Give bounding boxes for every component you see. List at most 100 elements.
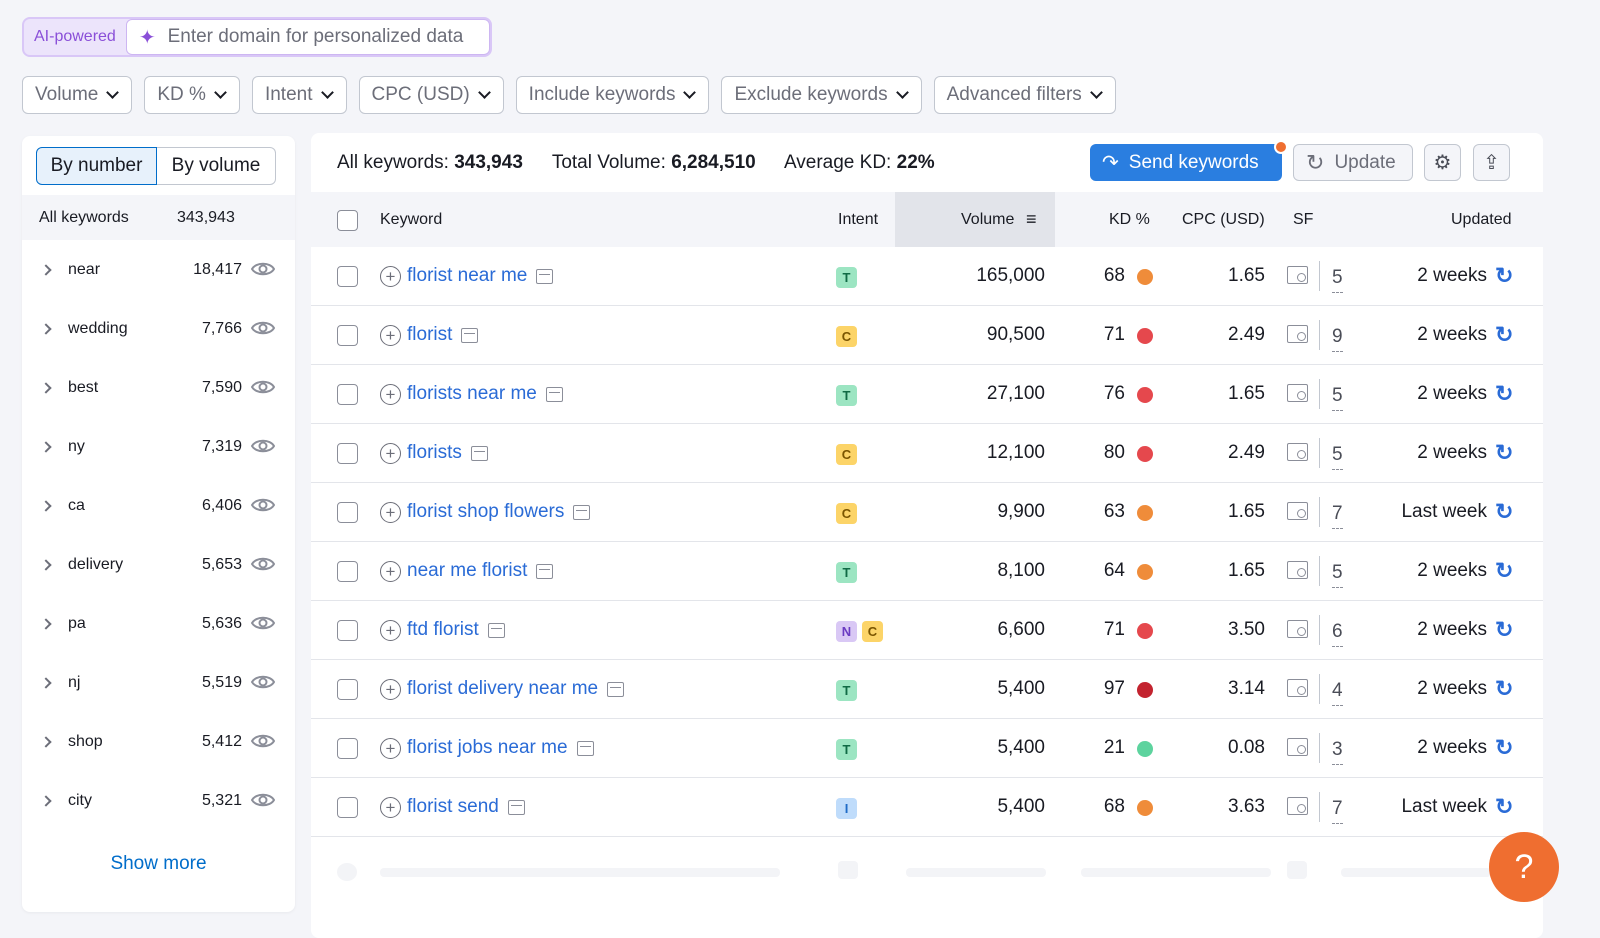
eye-icon[interactable] [251, 437, 275, 455]
eye-icon[interactable] [251, 555, 275, 573]
serp-features-count[interactable]: 7 [1332, 798, 1343, 824]
eye-icon[interactable] [251, 791, 275, 809]
serp-preview-icon[interactable] [573, 504, 591, 520]
refresh-icon[interactable]: ↻ [1495, 617, 1514, 642]
group-item-city[interactable]: city 5,321 [22, 771, 295, 830]
group-item-near[interactable]: near 18,417 [22, 240, 295, 299]
chevron-right-icon[interactable] [40, 322, 52, 335]
serp-features-icon[interactable] [1287, 325, 1308, 343]
show-more-link[interactable]: Show more [110, 853, 207, 874]
keyword-link[interactable]: florist near me [407, 265, 528, 286]
keyword-link[interactable]: florist shop flowers [407, 501, 565, 522]
send-keywords-button[interactable]: ↷ Send keywords [1090, 140, 1288, 181]
serp-preview-icon[interactable] [607, 681, 625, 697]
serp-features-count[interactable]: 7 [1332, 503, 1343, 529]
add-to-list-icon[interactable]: + [380, 738, 401, 759]
refresh-icon[interactable]: ↻ [1495, 263, 1514, 288]
keyword-link[interactable]: florist delivery near me [407, 678, 599, 699]
eye-icon[interactable] [251, 614, 275, 632]
serp-features-count[interactable]: 6 [1332, 621, 1343, 647]
sort-desc-icon[interactable]: ≡ [1026, 209, 1037, 229]
serp-preview-icon[interactable] [576, 740, 594, 756]
serp-preview-icon[interactable] [507, 799, 525, 815]
chevron-right-icon[interactable] [40, 794, 52, 807]
keyword-link[interactable]: florist jobs near me [407, 737, 568, 758]
serp-features-icon[interactable] [1287, 738, 1308, 756]
row-checkbox[interactable] [337, 266, 358, 287]
add-to-list-icon[interactable]: + [380, 797, 401, 818]
group-item-nj[interactable]: nj 5,519 [22, 653, 295, 712]
update-button[interactable]: ↻ Update [1293, 144, 1413, 181]
serp-features-count[interactable]: 9 [1332, 326, 1343, 352]
serp-features-count[interactable]: 3 [1332, 739, 1343, 765]
serp-features-icon[interactable] [1287, 797, 1308, 815]
serp-preview-icon[interactable] [536, 268, 554, 284]
chevron-right-icon[interactable] [40, 499, 52, 512]
keyword-link[interactable]: florists [407, 442, 462, 463]
serp-features-icon[interactable] [1287, 384, 1308, 402]
serp-features-icon[interactable] [1287, 620, 1308, 638]
by-number-button[interactable]: By number [36, 147, 157, 185]
row-checkbox[interactable] [337, 384, 358, 405]
serp-features-count[interactable]: 5 [1332, 385, 1343, 411]
serp-features-count[interactable]: 4 [1332, 680, 1343, 706]
add-to-list-icon[interactable]: + [380, 325, 401, 346]
col-volume[interactable]: Volume [961, 211, 1015, 228]
group-item-delivery[interactable]: delivery 5,653 [22, 535, 295, 594]
serp-preview-icon[interactable] [487, 622, 505, 638]
col-updated[interactable]: Updated [1451, 211, 1512, 228]
refresh-icon[interactable]: ↻ [1495, 558, 1514, 583]
add-to-list-icon[interactable]: + [380, 443, 401, 464]
filter-advanced[interactable]: Advanced filters [933, 76, 1116, 114]
row-checkbox[interactable] [337, 797, 358, 818]
eye-icon[interactable] [251, 732, 275, 750]
serp-preview-icon[interactable] [470, 445, 488, 461]
group-item-ny[interactable]: ny 7,319 [22, 417, 295, 476]
add-to-list-icon[interactable]: + [380, 561, 401, 582]
group-item-wedding[interactable]: wedding 7,766 [22, 299, 295, 358]
col-cpc[interactable]: CPC (USD) [1182, 211, 1265, 228]
filter-volume[interactable]: Volume [22, 76, 133, 114]
row-checkbox[interactable] [337, 679, 358, 700]
refresh-icon[interactable]: ↻ [1495, 735, 1514, 760]
all-keywords-group[interactable]: All keywords 343,943 [22, 195, 295, 240]
refresh-icon[interactable]: ↻ [1495, 499, 1514, 524]
row-checkbox[interactable] [337, 325, 358, 346]
serp-features-icon[interactable] [1287, 443, 1308, 461]
serp-features-icon[interactable] [1287, 266, 1308, 284]
group-item-best[interactable]: best 7,590 [22, 358, 295, 417]
col-keyword[interactable]: Keyword [380, 211, 443, 228]
chevron-right-icon[interactable] [40, 617, 52, 630]
serp-features-icon[interactable] [1287, 502, 1308, 520]
chevron-right-icon[interactable] [40, 676, 52, 689]
serp-preview-icon[interactable] [461, 327, 479, 343]
serp-features-count[interactable]: 5 [1332, 444, 1343, 470]
add-to-list-icon[interactable]: + [380, 266, 401, 287]
chevron-right-icon[interactable] [40, 558, 52, 571]
export-button[interactable]: ⇪ [1473, 144, 1510, 181]
add-to-list-icon[interactable]: + [380, 620, 401, 641]
select-all-checkbox[interactable] [337, 210, 358, 231]
serp-features-count[interactable]: 5 [1332, 267, 1343, 293]
refresh-icon[interactable]: ↻ [1495, 676, 1514, 701]
row-checkbox[interactable] [337, 561, 358, 582]
add-to-list-icon[interactable]: + [380, 384, 401, 405]
keyword-link[interactable]: florist [407, 324, 453, 345]
serp-preview-icon[interactable] [545, 386, 563, 402]
filter-kd[interactable]: KD % [144, 76, 240, 114]
settings-button[interactable]: ⚙ [1424, 144, 1461, 181]
row-checkbox[interactable] [337, 738, 358, 759]
col-intent[interactable]: Intent [838, 211, 879, 228]
keyword-link[interactable]: florists near me [407, 383, 537, 404]
chevron-right-icon[interactable] [40, 263, 52, 276]
keyword-link[interactable]: near me florist [407, 560, 528, 581]
filter-cpc[interactable]: CPC (USD) [358, 76, 504, 114]
filter-intent[interactable]: Intent [251, 76, 347, 114]
col-sf[interactable]: SF [1293, 211, 1314, 228]
chevron-right-icon[interactable] [40, 735, 52, 748]
eye-icon[interactable] [251, 673, 275, 691]
add-to-list-icon[interactable]: + [380, 502, 401, 523]
eye-icon[interactable] [251, 496, 275, 514]
by-volume-button[interactable]: By volume [157, 147, 276, 185]
eye-icon[interactable] [251, 378, 275, 396]
